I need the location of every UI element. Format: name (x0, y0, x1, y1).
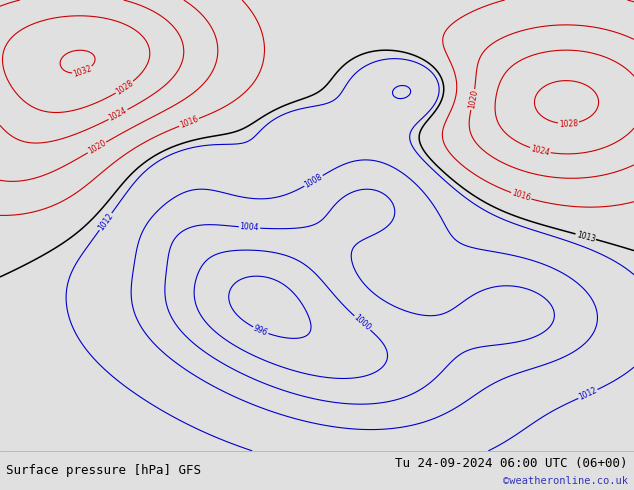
Text: 1028: 1028 (559, 119, 578, 128)
Text: 1024: 1024 (107, 106, 129, 123)
Text: 1016: 1016 (510, 189, 532, 203)
Text: 1004: 1004 (240, 222, 259, 233)
Text: Surface pressure [hPa] GFS: Surface pressure [hPa] GFS (6, 464, 202, 477)
Text: 1000: 1000 (352, 313, 373, 333)
Text: 1024: 1024 (530, 144, 551, 157)
Text: 1020: 1020 (86, 139, 108, 156)
Text: 1032: 1032 (72, 64, 93, 79)
Text: 1012: 1012 (578, 386, 598, 402)
Text: Tu 24-09-2024 06:00 UTC (06+00): Tu 24-09-2024 06:00 UTC (06+00) (395, 457, 628, 469)
Text: 1012: 1012 (96, 211, 115, 232)
Text: 1028: 1028 (114, 78, 135, 97)
Text: 1020: 1020 (467, 89, 479, 110)
Text: 996: 996 (252, 323, 269, 338)
Text: 1013: 1013 (575, 230, 596, 244)
Text: ©weatheronline.co.uk: ©weatheronline.co.uk (503, 476, 628, 486)
Text: 1008: 1008 (303, 172, 324, 190)
Text: 1016: 1016 (179, 115, 200, 130)
